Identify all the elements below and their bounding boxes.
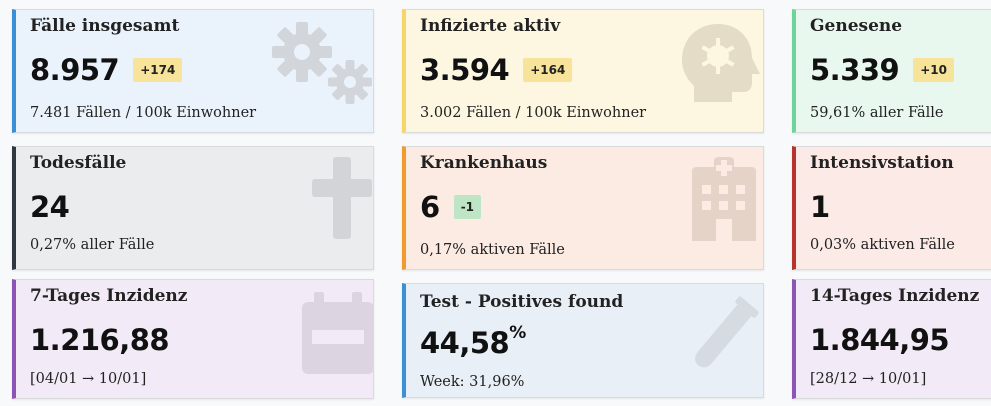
card-subtext: 59,61% aller Fälle: [810, 105, 944, 121]
card-value: 1: [810, 190, 830, 224]
card-krankenhaus: Krankenhaus 6 -1 0,17% aktiven Fälle: [402, 146, 764, 270]
card-value: 5.339: [810, 53, 900, 87]
card-title: Fälle insgesamt: [30, 16, 180, 36]
card-infizierte-aktiv: Infizierte aktiv 3.594 +164 3.002 Fällen…: [402, 9, 764, 133]
card-subtext: 3.002 Fällen / 100k Einwohner: [420, 105, 647, 121]
card-subtext: 0,03% aktiven Fälle: [810, 237, 955, 253]
card-value: 1.216,88: [30, 323, 170, 357]
card-title: Todesfälle: [30, 153, 127, 173]
cogs-icon: [270, 20, 373, 106]
card-subtext: 0,27% aller Fälle: [30, 237, 155, 253]
card-subtext: 7.481 Fällen / 100k Einwohner: [30, 105, 257, 121]
card-value: 3.594: [420, 53, 510, 87]
card-title: Genesene: [810, 16, 903, 36]
card-value: 6: [420, 190, 440, 224]
card-subtext: [04/01 → 10/01]: [30, 371, 147, 387]
card-faelle-insgesamt: Fälle insgesamt 8.957 +174 7.481 Fällen …: [12, 9, 374, 133]
card-subtext: [28/12 → 10/01]: [810, 371, 927, 387]
change-badge: +164: [523, 58, 573, 82]
card-value: 8.957: [30, 53, 120, 87]
card-test-positives: Test - Positives found 44,58% Week: 31,9…: [402, 283, 764, 398]
card-intensivstation: Intensivstation 1 0,03% aktiven Fälle: [792, 146, 991, 270]
card-value: 1.844,95: [810, 323, 950, 357]
card-7-tages-inzidenz: 7-Tages Inzidenz 1.216,88 [04/01 → 10/01…: [12, 279, 374, 399]
test-value-number: 44,58: [420, 326, 510, 360]
card-14-tages-inzidenz: 14-Tages Inzidenz 1.844,95 [28/12 → 10/0…: [792, 279, 991, 399]
calendar-icon: [302, 292, 373, 374]
card-subtext: Week: 31,96%: [420, 374, 525, 390]
card-genesene: Genesene 5.339 +10 59,61% aller Fälle: [792, 9, 991, 133]
card-title: Intensivstation: [810, 153, 954, 173]
test-tube-icon: [682, 294, 762, 380]
test-value-unit: %: [509, 323, 526, 344]
cross-icon: [312, 157, 372, 239]
card-title: Krankenhaus: [420, 153, 548, 173]
hospital-icon: [692, 157, 756, 241]
card-title: Test - Positives found: [420, 292, 624, 312]
card-value: 24: [30, 190, 70, 224]
card-subtext: 0,17% aktiven Fälle: [420, 242, 565, 258]
card-title: Infizierte aktiv: [420, 16, 561, 36]
card-value: 44,58%: [420, 323, 526, 360]
card-todesfaelle: Todesfälle 24 0,27% aller Fälle: [12, 146, 374, 270]
virus-head-icon: [680, 22, 762, 102]
change-badge: -1: [453, 195, 482, 219]
change-badge: +174: [133, 58, 183, 82]
change-badge: +10: [913, 58, 954, 82]
card-title: 7-Tages Inzidenz: [30, 286, 188, 306]
card-title: 14-Tages Inzidenz: [810, 286, 980, 306]
